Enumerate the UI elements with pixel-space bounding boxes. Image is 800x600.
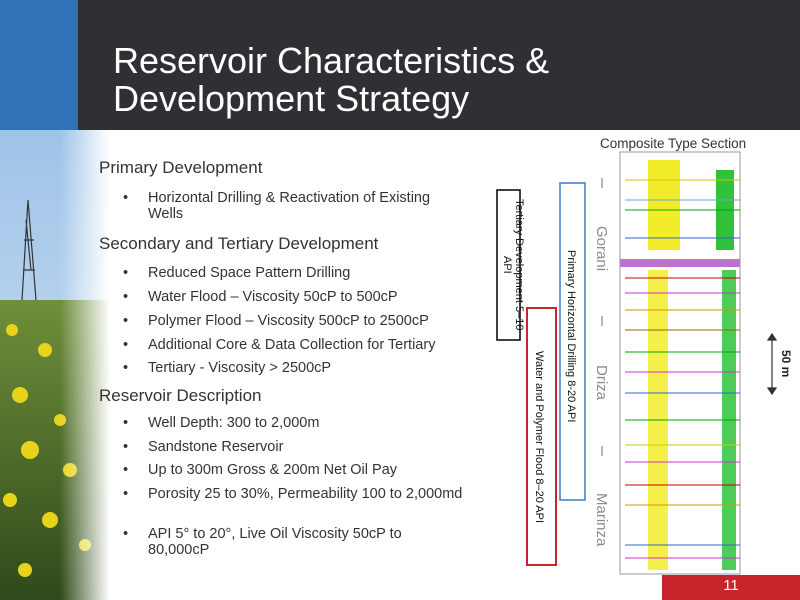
bullet: Horizontal Drilling & Reactivation of Ex… xyxy=(123,190,463,222)
bullet: Well Depth: 300 to 2,000m xyxy=(123,415,463,431)
bullet: Tertiary - Viscosity > 2500cP xyxy=(123,360,463,376)
page-number: 11 xyxy=(723,577,739,594)
formation-label: Marinza xyxy=(593,493,610,547)
stage-label: Water and Polymer Flood 8–20 API xyxy=(533,350,545,523)
formation-label: Driza xyxy=(593,365,610,401)
stage-label: Primary Horizontal Drilling 8-20 API xyxy=(565,249,577,423)
section-heading: Reservoir Description xyxy=(99,386,262,405)
bullet: Sandstone Reservoir xyxy=(123,439,463,455)
stage-label: Tertiary Development 5–10 API xyxy=(501,199,525,331)
bullet: Polymer Flood – Viscosity 500cP to 2500c… xyxy=(123,313,463,329)
section-heading: Primary Development xyxy=(99,158,263,177)
slide-title: Reservoir Characteristics & Development … xyxy=(113,40,550,119)
bullet: Additional Core & Data Collection for Te… xyxy=(123,337,463,353)
bullet: Water Flood – Viscosity 50cP to 500cP xyxy=(123,289,463,305)
bullet: Up to 300m Gross & 200m Net Oil Pay xyxy=(123,462,463,478)
figure-title: Composite Type Section xyxy=(600,136,747,151)
formation-label: Gorani xyxy=(593,226,610,272)
bullet: Reduced Space Pattern Drilling xyxy=(123,265,463,281)
bullet: API 5° to 20°, Live Oil Viscosity 50cP t… xyxy=(123,526,463,558)
section-heading: Secondary and Tertiary Development xyxy=(99,234,379,253)
scale-label: 50 m xyxy=(779,350,793,378)
bullet: Porosity 25 to 30%, Permeability 100 to … xyxy=(123,486,463,502)
